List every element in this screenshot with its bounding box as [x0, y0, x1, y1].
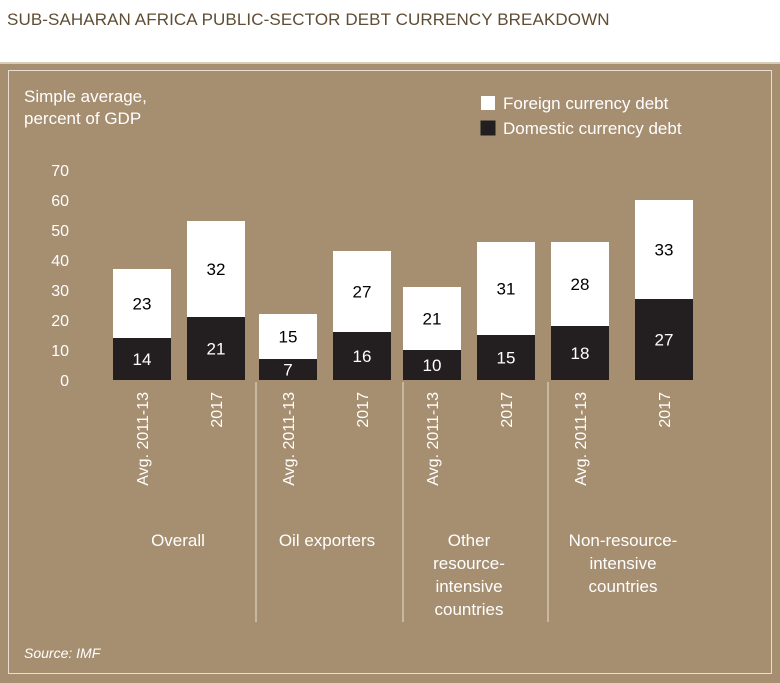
legend-label: Foreign currency debt [503, 94, 669, 113]
x-tick-label: 2017 [657, 392, 674, 428]
y-tick-label: 70 [51, 163, 69, 180]
y-tick-label: 40 [51, 253, 69, 270]
y-tick-label: 30 [51, 283, 69, 300]
group-label: Other [448, 531, 491, 550]
x-tick-label: Avg. 2011-13 [135, 392, 152, 486]
bar-foreign [403, 287, 461, 350]
group-label: resource- [433, 554, 505, 573]
y-tick-label: 60 [51, 193, 69, 210]
bar-domestic [187, 317, 245, 380]
group-label: intensive [435, 577, 502, 596]
data-label-foreign: 15 [279, 328, 298, 347]
group-label: intensive [589, 554, 656, 573]
data-label-domestic: 7 [283, 361, 292, 380]
legend-swatch-foreign [481, 96, 495, 110]
data-label-domestic: 14 [133, 350, 152, 369]
bar-foreign [333, 251, 391, 332]
data-label-domestic: 18 [571, 344, 590, 363]
group-label: countries [589, 577, 658, 596]
bar-domestic [635, 299, 693, 380]
data-label-domestic: 15 [497, 349, 516, 368]
bar-foreign [551, 242, 609, 326]
bar-foreign [113, 269, 171, 338]
bar-domestic [403, 350, 461, 380]
data-label-foreign: 23 [133, 295, 152, 314]
legend-swatch-domestic [480, 120, 496, 136]
bar-domestic [113, 338, 171, 380]
y-tick-label: 0 [60, 373, 69, 390]
group-label: countries [435, 600, 504, 619]
data-label-foreign: 33 [655, 241, 674, 260]
data-label-foreign: 32 [207, 260, 226, 279]
chart-title: SUB-SAHARAN AFRICA PUBLIC-SECTOR DEBT CU… [7, 10, 610, 29]
y-tick-label: 10 [51, 343, 69, 360]
data-label-foreign: 21 [423, 310, 442, 329]
bar-domestic [259, 359, 317, 380]
y-tick-label: 20 [51, 313, 69, 330]
bar-domestic [551, 326, 609, 380]
data-label-foreign: 31 [497, 280, 516, 299]
bar-foreign [635, 200, 693, 299]
chart-panel-border [8, 70, 772, 674]
x-tick-label: 2017 [499, 392, 516, 428]
bar-foreign [187, 221, 245, 317]
y-axis-label: Simple average, [24, 87, 147, 106]
bar-foreign [477, 242, 535, 335]
legend-label: Domestic currency debt [503, 119, 682, 138]
data-label-foreign: 28 [571, 275, 590, 294]
data-label-domestic: 21 [207, 340, 226, 359]
data-label-domestic: 27 [655, 331, 674, 350]
stacked-bar-chart: Simple average, percent of GDP 0 10 20 30 40 50… [24, 87, 693, 661]
data-label-domestic: 16 [353, 347, 372, 366]
x-tick-label: Avg. 2011-13 [573, 392, 590, 486]
y-tick-label: 50 [51, 223, 69, 240]
group-label: Overall [151, 531, 205, 550]
bar-foreign [259, 314, 317, 359]
bar-domestic [477, 335, 535, 380]
x-tick-label: 2017 [209, 392, 226, 428]
source-note: Source: IMF [24, 645, 102, 661]
y-axis-label: percent of GDP [24, 109, 141, 128]
group-label: Non-resource- [569, 531, 678, 550]
data-label-domestic: 10 [423, 356, 442, 375]
group-label: Oil exporters [279, 531, 375, 550]
x-tick-label: Avg. 2011-13 [425, 392, 442, 486]
data-label-foreign: 27 [353, 283, 372, 302]
x-tick-label: Avg. 2011-13 [281, 392, 298, 486]
x-tick-label: 2017 [355, 392, 372, 428]
bar-domestic [333, 332, 391, 380]
